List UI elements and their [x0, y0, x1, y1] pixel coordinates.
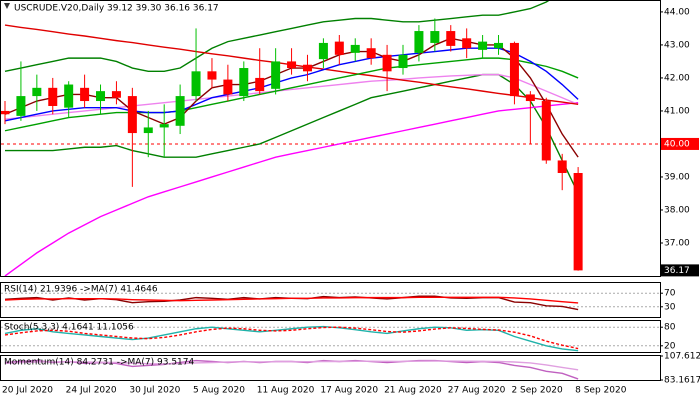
- main-panel: [0, 0, 661, 277]
- candle-body: [430, 31, 440, 43]
- x-tick-label: 8 Sep 2020: [575, 386, 627, 396]
- indicator-line: [4, 360, 579, 371]
- candle-body: [143, 127, 153, 134]
- x-tick-label: 30 Jul 2020: [129, 386, 180, 396]
- x-tick-label: 17 Aug 2020: [320, 386, 378, 396]
- momentum-panel: [0, 355, 661, 381]
- y-tick-label: 38.00: [664, 205, 690, 215]
- candle-body: [509, 42, 519, 97]
- candle-body: [239, 68, 249, 97]
- candle-body: [334, 41, 344, 55]
- x-tick-label: 5 Aug 2020: [193, 386, 245, 396]
- y-tick-label: 70: [664, 289, 676, 299]
- candle-body: [207, 71, 217, 80]
- candle-body: [573, 173, 583, 271]
- x-tick-label: 27 Aug 2020: [448, 386, 506, 396]
- candle-body: [478, 41, 488, 50]
- x-tick-label: 24 Jul 2020: [66, 386, 117, 396]
- candle-body: [175, 96, 185, 126]
- candle-body: [302, 64, 312, 72]
- y-tick-label: 20: [664, 341, 676, 351]
- candle-body: [64, 84, 74, 108]
- candle-body: [318, 42, 328, 60]
- candle-body: [541, 101, 551, 161]
- y-tick-label: 107.6127: [664, 352, 700, 362]
- candle-body: [32, 87, 42, 97]
- indicator-line: [4, 101, 579, 276]
- panel-title: Momentum(14) 84.2731 ->MA(7) 93.5174: [4, 358, 195, 368]
- candle-body: [494, 42, 504, 49]
- panel-plot: [1, 325, 660, 352]
- indicator-line: [4, 296, 579, 304]
- y-tick-label: 39.00: [664, 172, 690, 182]
- candle-body: [366, 48, 376, 59]
- y-tick-label: 42.00: [664, 73, 690, 83]
- y-tick-label: 43.00: [664, 40, 690, 50]
- panel-title: Stoch(5,3,3) 4.1641 11.1056: [4, 323, 134, 333]
- candle-body: [223, 79, 233, 95]
- stoch-panel: [0, 320, 661, 353]
- indicator-line: [4, 326, 579, 350]
- candle-body: [557, 160, 567, 174]
- panel-plot: [1, 292, 660, 311]
- candle-body: [414, 31, 424, 53]
- candle-body: [96, 91, 106, 102]
- y-tick-label: 83.1617: [664, 376, 700, 386]
- candle-body: [191, 71, 201, 97]
- candle-body: [127, 96, 137, 134]
- last-price-label: 36.17: [664, 266, 690, 276]
- y-tick-label: 30: [664, 302, 676, 312]
- indicator-line: [4, 325, 579, 352]
- panel-plot: [4, 359, 579, 380]
- last-price-box: [661, 264, 699, 277]
- panel-plot: [1, 1, 660, 276]
- candle-body: [525, 94, 535, 102]
- candle-body: [159, 124, 169, 128]
- candle-body: [446, 31, 456, 46]
- candle-body: [287, 61, 297, 69]
- candle-body: [111, 91, 121, 98]
- symbol-icon: [4, 3, 10, 9]
- candle-body: [398, 54, 408, 69]
- panel-title: USCRUDE.V20,Daily 39.12 39.30 36.16 36.1…: [14, 4, 219, 14]
- indicator-line: [4, 1, 550, 73]
- candle-body: [1, 110, 10, 115]
- x-tick-label: 20 Jul 2020: [2, 386, 53, 396]
- x-tick-label: 21 Aug 2020: [384, 386, 442, 396]
- y-tick-label: 37.00: [664, 238, 690, 248]
- y-tick-label: 41.00: [664, 106, 690, 116]
- price-level-box: [661, 137, 699, 150]
- candle-body: [80, 87, 90, 102]
- candle-body: [462, 38, 472, 49]
- y-tick-label: 44.00: [664, 7, 690, 17]
- rsi-panel: [0, 282, 661, 318]
- panel-title: RSI(14) 21.9396 ->MA(7) 41.4646: [4, 285, 158, 295]
- candle-body: [255, 77, 265, 92]
- x-tick-label: 2 Sep 2020: [511, 386, 563, 396]
- candle-body: [48, 87, 58, 106]
- x-tick-label: 11 Aug 2020: [257, 386, 315, 396]
- candle-body: [382, 54, 392, 72]
- y-tick-label: 80: [664, 323, 676, 333]
- candle-body: [350, 44, 360, 53]
- price-level-label: 40.00: [664, 139, 690, 149]
- candle-body: [271, 61, 281, 89]
- candle-body: [16, 96, 26, 116]
